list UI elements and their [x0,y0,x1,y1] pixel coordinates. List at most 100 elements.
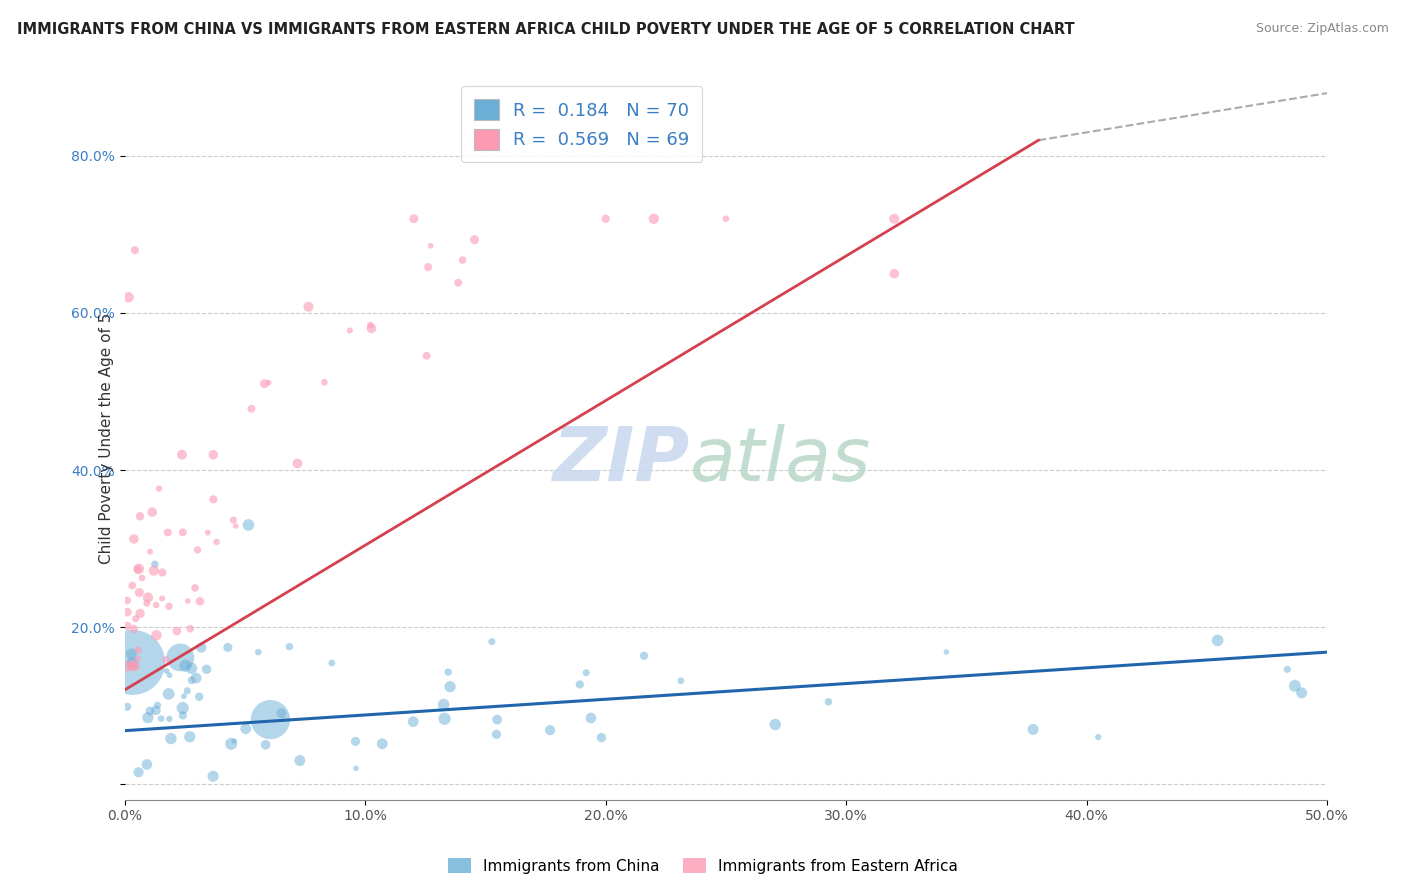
Point [128,562,150,576]
Point [150,712,173,726]
Point [128,585,150,599]
Point [176,594,198,608]
Point [124,243,146,257]
Point [150,591,173,606]
Point [935,645,957,659]
Point [1206,633,1229,648]
Point [121,656,143,670]
Point [254,738,277,752]
Point [197,525,219,540]
Point [139,704,162,718]
Point [129,509,152,524]
Point [591,731,613,745]
Point [247,645,270,659]
Point [763,717,786,731]
Point [433,712,456,726]
Point [1291,686,1313,700]
Point [157,712,180,726]
Point [344,761,367,775]
Point [170,448,193,462]
Point [129,607,152,621]
Point [121,658,143,673]
Point [1284,679,1306,693]
Point [287,456,309,470]
Point [202,448,225,462]
Point [174,658,197,673]
Point [297,300,319,314]
Point [184,671,207,685]
Point [115,619,138,633]
Point [202,492,225,507]
Point [253,376,276,391]
Point [136,711,159,725]
Point [188,690,211,704]
Text: IMMIGRANTS FROM CHINA VS IMMIGRANTS FROM EASTERN AFRICA CHILD POVERTY UNDER THE : IMMIGRANTS FROM CHINA VS IMMIGRANTS FROM… [17,22,1074,37]
Point [883,211,905,226]
Point [184,581,207,595]
Point [143,558,166,572]
Point [575,665,598,680]
Point [166,624,188,638]
Point [150,566,173,580]
Point [146,698,169,713]
Point [344,734,367,748]
Point [437,665,460,679]
Point [463,233,485,247]
Point [145,598,167,612]
Point [156,664,179,678]
Point [121,578,143,592]
Point [238,518,260,533]
Point [160,731,183,746]
Point [270,706,292,721]
Point [117,699,139,714]
Point [117,290,139,304]
Point [122,622,145,636]
Point [288,754,311,768]
Point [217,640,239,655]
Point [817,695,839,709]
Point [172,525,194,540]
Point [115,659,138,673]
Point [187,542,209,557]
Point [486,713,509,727]
Point [1087,730,1109,744]
Point [433,698,456,712]
Point [157,687,180,701]
Point [481,634,503,648]
Point [139,544,162,558]
Point [157,599,180,614]
Point [179,622,201,636]
Legend: R =  0.184   N = 70, R =  0.569   N = 69: R = 0.184 N = 70, R = 0.569 N = 69 [461,87,702,162]
Point [156,525,179,540]
Point [714,211,737,226]
Point [419,239,441,253]
Point [402,714,425,729]
Point [359,318,381,332]
Point [190,640,212,655]
Point [176,683,198,698]
Text: atlas: atlas [690,425,872,496]
Point [159,668,181,682]
Point [115,605,138,619]
Point [180,661,202,675]
Point [128,765,150,780]
Point [339,324,361,338]
Y-axis label: Child Poverty Under the Age of 5: Child Poverty Under the Age of 5 [98,313,114,565]
Point [141,505,163,519]
Text: ZIP: ZIP [553,424,690,497]
Point [155,652,177,666]
Point [669,673,692,688]
Point [314,376,336,390]
Point [418,260,440,274]
Point [568,677,591,691]
Point [202,769,225,783]
Point [240,401,263,416]
Point [883,267,905,281]
Point [633,648,655,663]
Point [447,276,470,290]
Point [172,708,194,723]
Point [148,482,170,496]
Point [439,680,461,694]
Point [257,376,280,390]
Point [131,571,153,585]
